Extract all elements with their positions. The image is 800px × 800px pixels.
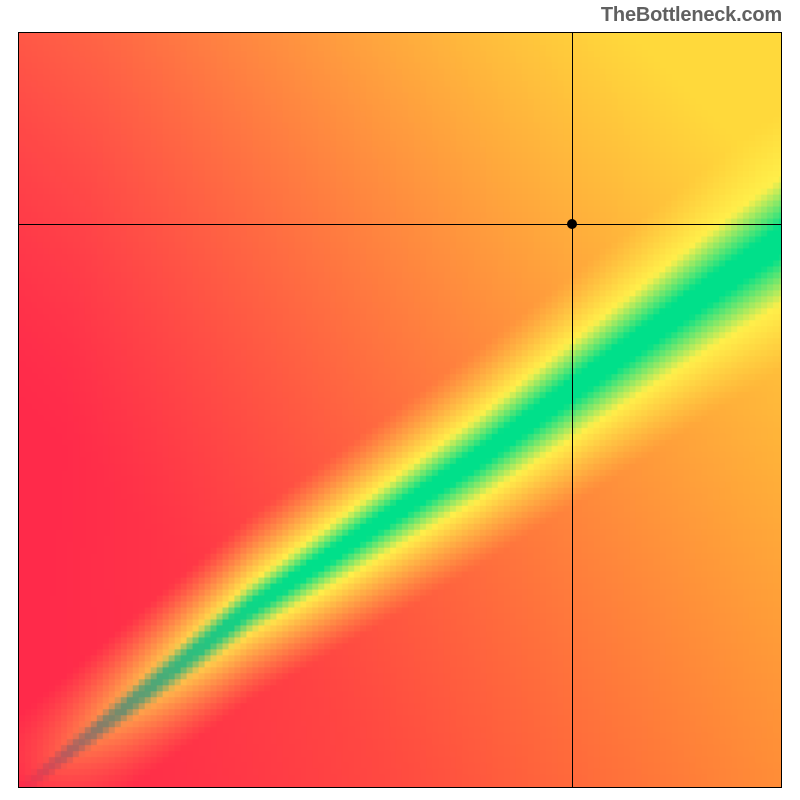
crosshair-vertical: [572, 33, 573, 787]
crosshair-marker: [567, 219, 577, 229]
heatmap-plot: [18, 32, 782, 788]
heatmap-canvas: [19, 33, 781, 787]
watermark-text: TheBottleneck.com: [601, 4, 782, 27]
crosshair-horizontal: [19, 224, 781, 225]
